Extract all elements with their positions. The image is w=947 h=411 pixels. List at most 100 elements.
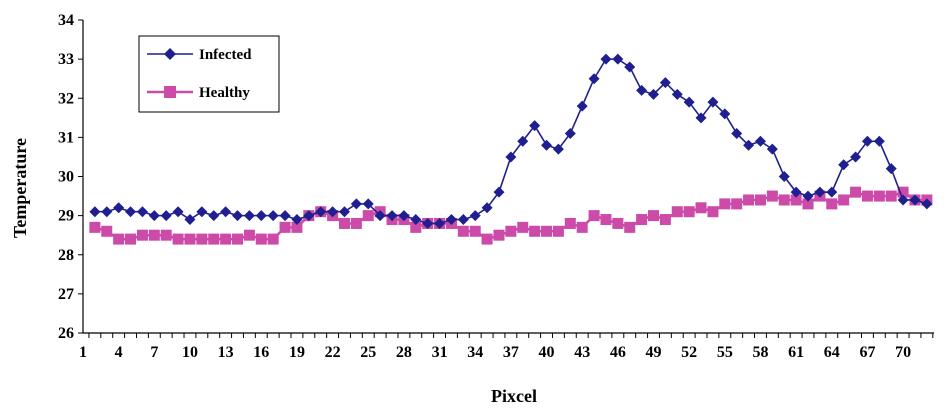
data-point-infected [160,210,172,222]
data-point-healthy [850,186,862,198]
data-point-infected [125,206,137,218]
data-point-infected [600,53,612,65]
x-tick-label: 28 [396,344,412,361]
data-point-healthy [552,225,564,237]
data-point-infected [659,77,671,89]
data-point-healthy [243,229,255,241]
data-point-infected [541,139,553,151]
data-point-healthy [469,225,481,237]
x-tick-label: 58 [752,344,768,361]
data-point-infected [636,84,648,96]
data-point-infected [564,127,576,139]
data-point-infected [303,210,315,222]
data-point-healthy [184,233,196,245]
data-point-infected [374,210,386,222]
data-point-infected [588,73,600,85]
data-point-healthy [766,190,778,202]
legend: Infected Healthy [138,35,280,113]
data-point-healthy [873,190,885,202]
legend-label: Infected [199,47,252,63]
data-point-infected [172,206,184,218]
data-point-infected [291,214,303,226]
data-point-infected [255,210,267,222]
x-tick-label: 34 [467,344,483,361]
y-tick-label: 30 [58,169,74,186]
data-point-healthy [885,190,897,202]
y-tick-label: 29 [58,208,74,225]
data-point-healthy [529,225,541,237]
data-point-healthy [541,225,553,237]
data-point-infected [220,206,232,218]
data-point-healthy [457,225,469,237]
data-point-infected [802,190,814,202]
y-tick-label: 33 [58,51,74,68]
data-point-infected [909,194,921,206]
data-point-healthy [291,221,303,233]
data-point-infected [766,143,778,155]
data-point-healthy [101,225,113,237]
x-tick-label: 1 [79,344,87,361]
data-point-infected [505,151,517,163]
x-tick-label: 22 [325,344,341,361]
data-point-healthy [861,190,873,202]
x-tick-label: 19 [289,344,305,361]
data-point-infected [481,202,493,214]
x-tick-label: 67 [859,344,875,361]
data-point-healthy [220,233,232,245]
x-tick-label: 52 [681,344,697,361]
data-point-healthy [481,233,493,245]
y-axis-title: Temperature [10,138,30,238]
legend-marker-square [164,86,176,98]
data-point-healthy [731,198,743,210]
data-point-infected [778,171,790,182]
data-point-infected [136,206,148,218]
data-point-infected [434,217,446,229]
data-point-infected [350,198,362,210]
x-tick-label: 7 [150,344,158,361]
data-point-infected [838,159,850,171]
data-point-healthy [136,229,148,241]
data-point-infected [398,210,410,222]
legend-item-infected: Infected [147,47,252,63]
data-point-healthy [505,225,517,237]
legend-marker-diamond [164,48,176,60]
x-tick-label: 16 [253,344,269,361]
y-tick-label: 26 [58,325,74,342]
data-point-infected [327,206,339,218]
x-tick-label: 40 [539,344,555,361]
x-axis-ticks: 1 4 7 10 13 16 19 22 25 28 31 34 37 40 43 46 49 52 55 58 61 6… [79,333,934,361]
x-tick-label: 43 [574,344,590,361]
data-point-healthy [196,233,208,245]
data-point-healthy [659,214,671,226]
data-point-healthy [648,210,660,222]
data-point-infected [754,135,766,147]
data-point-infected [279,210,291,222]
x-tick-label: 61 [788,344,804,361]
data-point-infected [897,194,909,206]
data-point-healthy [160,229,172,241]
data-point-infected [612,53,624,65]
x-tick-label: 70 [895,344,911,361]
data-point-healthy [802,198,814,210]
data-point-healthy [671,206,683,218]
data-point-healthy [125,233,137,245]
x-tick-label: 31 [432,344,448,361]
y-tick-label: 31 [58,129,74,146]
data-point-healthy [517,221,529,233]
data-point-infected [826,186,838,198]
data-point-healthy [232,233,244,245]
data-point-healthy [826,198,838,210]
data-point-infected [422,217,434,229]
data-point-healthy [493,229,505,241]
data-point-healthy [588,210,600,222]
data-point-healthy [89,221,101,233]
data-point-healthy [576,221,588,233]
data-point-healthy [790,194,802,206]
x-tick-label: 55 [717,344,733,361]
data-point-healthy [208,233,220,245]
data-point-infected [624,61,636,73]
x-tick-label: 10 [182,344,198,361]
x-tick-label: 4 [115,344,123,361]
data-point-healthy [267,233,279,245]
